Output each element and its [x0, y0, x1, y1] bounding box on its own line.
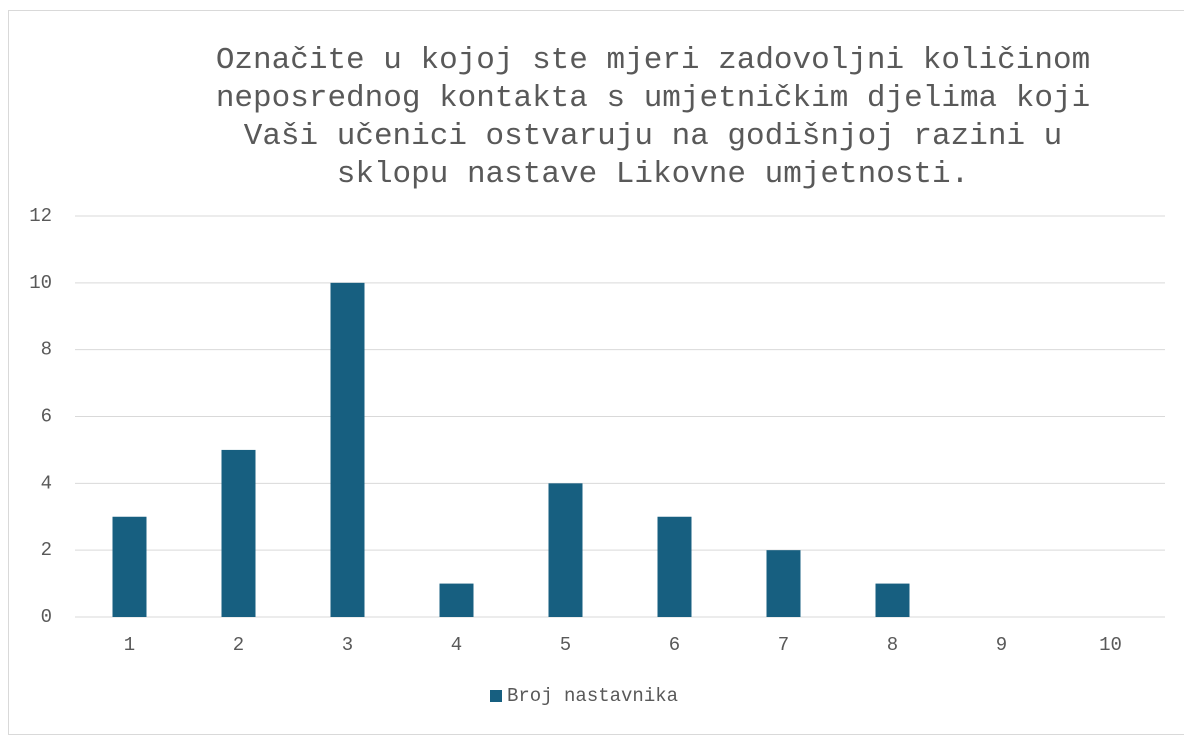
y-tick-label: 12 — [29, 205, 52, 227]
x-tick-label: 4 — [451, 634, 462, 656]
x-tick-label: 3 — [342, 634, 353, 656]
bar — [330, 282, 365, 617]
y-tick-label: 10 — [29, 272, 52, 294]
x-tick-label: 10 — [1099, 634, 1122, 656]
bar — [548, 483, 583, 617]
x-tick-label: 1 — [124, 634, 135, 656]
bar — [221, 449, 256, 617]
bar — [766, 550, 801, 617]
y-tick-label: 8 — [41, 339, 52, 361]
chart-title: Označite u kojoj ste mjeri zadovoljni ko… — [215, 43, 1091, 192]
bar — [112, 516, 147, 617]
y-tick-label: 6 — [41, 406, 52, 428]
x-tick-label: 2 — [233, 634, 244, 656]
x-tick-label: 9 — [996, 634, 1007, 656]
legend-label: Broj nastavnika — [507, 685, 678, 707]
x-tick-label: 8 — [887, 634, 898, 656]
x-tick-label: 7 — [778, 634, 789, 656]
y-tick-label: 2 — [41, 539, 52, 561]
y-tick-label: 4 — [41, 472, 52, 494]
bar — [439, 583, 474, 617]
legend-swatch — [490, 690, 502, 702]
y-tick-label: 0 — [41, 606, 52, 628]
x-tick-label: 6 — [669, 634, 680, 656]
bar — [875, 583, 910, 617]
x-tick-label: 5 — [560, 634, 571, 656]
bar — [657, 516, 692, 617]
